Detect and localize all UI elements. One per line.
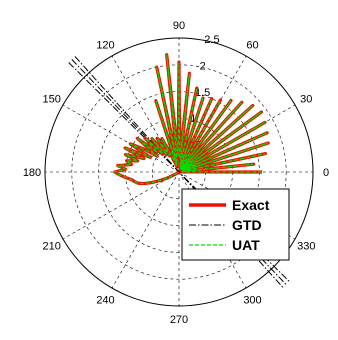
angle-tick-label: 150 [43,94,61,106]
radial-tick-label: 2.5 [204,34,219,46]
radial-tick-label: 1.5 [195,87,210,99]
angle-gridline-120 [111,55,180,173]
angle-gridline-210 [62,171,180,240]
angle-tick-label: 90 [173,20,185,32]
radial-tick-label: 1 [190,113,196,125]
angle-tick-label: 240 [96,294,114,306]
angle-tick-label: 210 [43,241,61,253]
angle-tick-label: 30 [300,94,312,106]
angle-tick-label: 300 [243,294,261,306]
angle-tick-label: 180 [23,167,41,179]
legend-box [181,188,290,261]
radial-tick-label: 2 [200,60,206,72]
angle-tick-label: 60 [246,40,258,52]
series-uat-line [113,54,269,185]
angle-gridline-240 [111,171,180,289]
legend: Exact GTD UAT [181,188,290,261]
angle-tick-label: 330 [297,241,315,253]
legend-label-exact: Exact [232,197,270,213]
angle-tick-labels: 0 30 60 90 120 150 180 210 240 270 300 330 [23,20,329,326]
legend-label-uat: UAT [232,237,260,253]
legend-label-gtd: GTD [232,217,262,233]
angle-tick-label: 0 [323,167,329,179]
angle-tick-label: 270 [170,314,188,326]
angle-tick-label: 120 [96,40,114,52]
angle-gridline-150 [62,104,180,173]
